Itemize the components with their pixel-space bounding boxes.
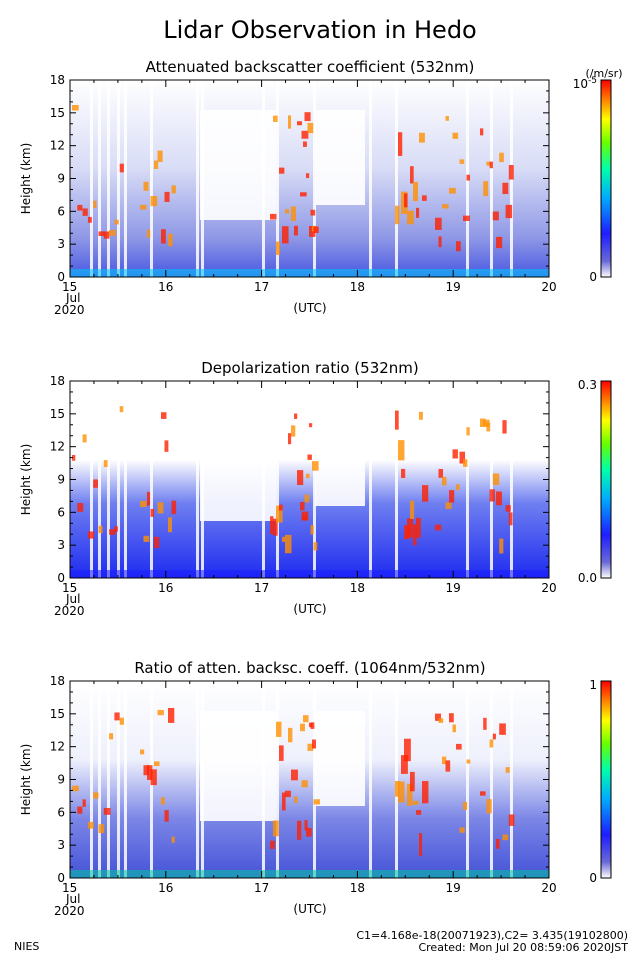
- colorbar: 0 10-5(/m/sr): [573, 67, 623, 284]
- y-tick-label: 9: [57, 473, 65, 487]
- footer-calibration: C1=4.168e-18(20071923),C2= 3.435(1910280…: [356, 929, 628, 942]
- y-tick-label: 6: [57, 204, 65, 218]
- plot-area: [70, 80, 549, 277]
- y-tick-label: 12: [50, 139, 65, 153]
- x-sub-month: Jul: [65, 592, 80, 606]
- x-tick-label: 15: [62, 881, 77, 895]
- x-tick-label: 17: [254, 280, 269, 294]
- y-tick-label: 3: [57, 838, 65, 852]
- y-tick-label: 3: [57, 237, 65, 251]
- x-tick-label: 16: [158, 581, 173, 595]
- x-tick-label: 18: [350, 581, 365, 595]
- x-sub-month: Jul: [65, 291, 80, 305]
- y-tick-label: 0: [57, 270, 65, 284]
- x-sub-year: 2020: [54, 604, 85, 618]
- x-tick-label: 20: [541, 581, 556, 595]
- y-tick-label: 6: [57, 505, 65, 519]
- panel-2: Depolarization ratio (532nm) Height (km) 0…: [19, 359, 612, 618]
- footer-org: NIES: [14, 940, 39, 953]
- panel-3: Ratio of atten. backsc. coeff. (1064nm/5…: [19, 659, 612, 918]
- colorbar: 0.0 0.3: [578, 378, 612, 585]
- x-tick-label: 15: [62, 581, 77, 595]
- panel-1: Attenuated backscatter coefficient (532n…: [19, 58, 622, 317]
- colorbar-unit: (/m/sr): [586, 67, 623, 80]
- plot-texture: [70, 681, 549, 878]
- colorbar-max-exponent: -5: [588, 76, 597, 86]
- y-tick-label: 15: [50, 106, 65, 120]
- y-tick-label: 0: [57, 571, 65, 585]
- y-axis-label: Height (km): [19, 143, 33, 214]
- x-tick-label: 19: [446, 881, 461, 895]
- x-tick-label: 16: [158, 280, 173, 294]
- colorbar-max-label: 0.3: [578, 378, 597, 392]
- colorbar-max-label: 1: [589, 678, 597, 692]
- y-tick-label: 15: [50, 707, 65, 721]
- y-tick-label: 18: [50, 674, 65, 688]
- x-sub-year: 2020: [54, 904, 85, 918]
- panel-title: Ratio of atten. backsc. coeff. (1064nm/5…: [134, 659, 485, 677]
- panel-title: Depolarization ratio (532nm): [201, 359, 419, 377]
- panel-title: Attenuated backscatter coefficient (532n…: [146, 58, 475, 76]
- y-tick-label: 18: [50, 73, 65, 87]
- x-sub-month: Jul: [65, 892, 80, 906]
- colorbar-scale: [600, 380, 612, 579]
- x-tick-label: 17: [254, 881, 269, 895]
- colorbar-min-label: 0.0: [578, 571, 597, 585]
- colorbar-min-label: 0: [589, 270, 597, 284]
- x-tick-label: 19: [446, 581, 461, 595]
- figure-title: Lidar Observation in Hedo: [163, 16, 477, 44]
- y-axis-label: Height (km): [19, 744, 33, 815]
- y-tick-label: 18: [50, 374, 65, 388]
- x-axis-label: (UTC): [293, 301, 326, 315]
- colorbar-min-label: 0: [589, 871, 597, 885]
- x-tick-label: 19: [446, 280, 461, 294]
- y-tick-label: 12: [50, 440, 65, 454]
- x-tick-label: 15: [62, 280, 77, 294]
- colorbar-scale: [600, 79, 612, 278]
- x-tick-label: 20: [541, 881, 556, 895]
- y-axis-label: Height (km): [19, 444, 33, 515]
- plot-texture: [70, 381, 549, 578]
- x-tick-label: 18: [350, 881, 365, 895]
- y-tick-label: 0: [57, 871, 65, 885]
- y-tick-label: 3: [57, 538, 65, 552]
- x-sub-year: 2020: [54, 303, 85, 317]
- x-tick-label: 20: [541, 280, 556, 294]
- y-tick-label: 9: [57, 172, 65, 186]
- x-tick-label: 16: [158, 881, 173, 895]
- y-tick-label: 9: [57, 773, 65, 787]
- colorbar: 01: [589, 678, 612, 885]
- x-axis-label: (UTC): [293, 902, 326, 916]
- plot-texture: [70, 80, 549, 277]
- y-tick-label: 12: [50, 740, 65, 754]
- y-tick-label: 15: [50, 407, 65, 421]
- x-tick-label: 18: [350, 280, 365, 294]
- footer-created: Created: Mon Jul 20 08:59:06 2020JST: [418, 941, 628, 954]
- colorbar-scale: [600, 680, 612, 879]
- plot-area: [70, 381, 549, 578]
- x-tick-label: 17: [254, 581, 269, 595]
- plot-area: [70, 681, 549, 878]
- y-tick-label: 6: [57, 805, 65, 819]
- colorbar-max-label: 10-5: [573, 76, 597, 91]
- x-axis-label: (UTC): [293, 602, 326, 616]
